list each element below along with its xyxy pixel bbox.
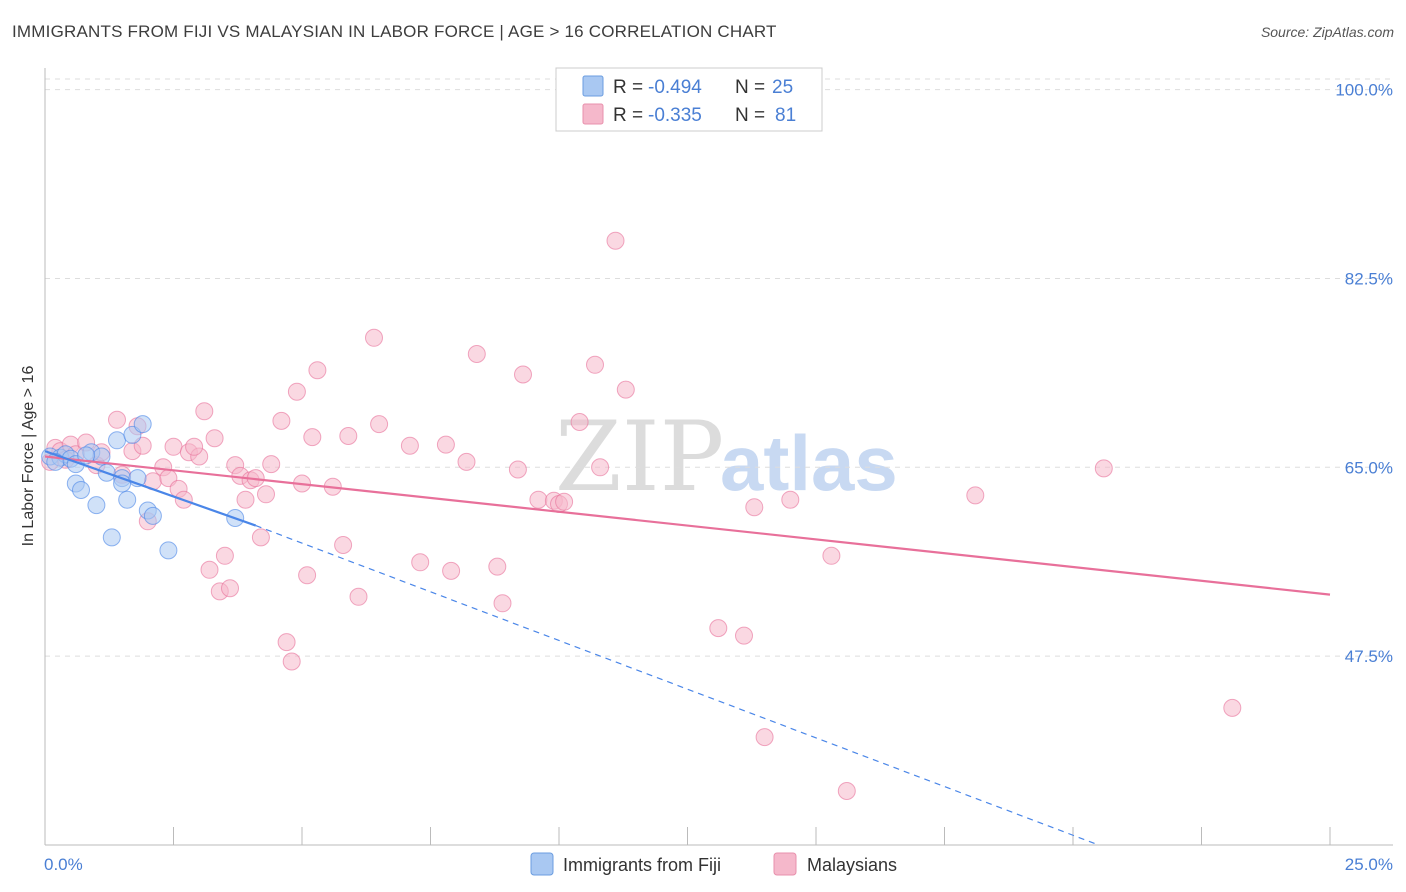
gridlines xyxy=(45,78,1393,657)
malaysians-point xyxy=(555,492,574,511)
malaysians-point xyxy=(411,553,430,572)
malaysians-point xyxy=(221,579,239,598)
malaysians-point xyxy=(529,490,548,509)
malaysians-point xyxy=(488,557,507,576)
fiji-point xyxy=(108,431,126,450)
legend-r-value-fiji: -0.494 xyxy=(648,77,702,98)
fiji-point xyxy=(118,490,137,509)
malaysians-point xyxy=(287,382,306,401)
y-tick-label: 100.0% xyxy=(1335,81,1393,100)
malaysians-point xyxy=(1223,698,1242,717)
legend-n-label-malaysians: N = xyxy=(735,105,765,126)
bottom-legend-swatch-malaysians xyxy=(773,852,797,876)
malaysians-point xyxy=(298,566,317,585)
stats-legend: R = -0.494 N = 25 R = -0.335 N = 81 xyxy=(555,67,823,132)
malaysians-point xyxy=(303,428,322,447)
y-axis-tick-labels: 47.5% 65.0% 82.5% 100.0% xyxy=(1335,81,1393,667)
malaysians-point xyxy=(277,633,296,652)
malaysians-point xyxy=(251,528,270,547)
malaysians-point xyxy=(436,435,455,454)
fiji-point xyxy=(143,506,162,525)
legend-n-value-malaysians: 81 xyxy=(775,105,796,126)
malaysians-point xyxy=(781,490,800,509)
malaysians-point xyxy=(442,561,461,580)
legend-r-label-fiji: R = xyxy=(613,77,643,98)
malaysians-point xyxy=(108,410,126,429)
malaysians-point xyxy=(591,458,610,477)
malaysians-point xyxy=(365,328,383,347)
series-malaysians-points xyxy=(41,231,1242,800)
malaysians-point xyxy=(837,782,856,800)
y-tick-label: 82.5% xyxy=(1345,269,1393,288)
malaysians-point xyxy=(508,460,527,479)
fiji-point xyxy=(133,415,152,434)
fiji-trend-line xyxy=(44,450,257,527)
malaysians-point xyxy=(262,455,281,474)
malaysians-point xyxy=(272,411,291,430)
malaysians-point xyxy=(616,380,635,399)
malaysians-point xyxy=(349,587,368,606)
malaysians-point xyxy=(308,361,327,380)
malaysians-point xyxy=(257,485,275,504)
malaysians-point xyxy=(205,429,224,448)
source-credit: Source: ZipAtlas.com xyxy=(1260,24,1394,40)
malaysians-point xyxy=(195,402,214,421)
trend-lines xyxy=(44,450,1331,846)
watermark: ZIP atlas xyxy=(555,401,898,513)
legend-swatch-fiji xyxy=(582,75,604,97)
malaysians-point xyxy=(493,594,512,613)
y-axis-label: In Labor Force | Age > 16 xyxy=(20,366,37,547)
fiji-point xyxy=(87,496,106,515)
legend-n-label-fiji: N = xyxy=(735,77,765,98)
malaysians-point xyxy=(514,365,532,384)
malaysians-point xyxy=(1094,459,1113,478)
fiji-trend-extension xyxy=(255,525,1099,846)
malaysians-point xyxy=(370,415,389,434)
malaysians-point xyxy=(822,546,841,565)
malaysians-point xyxy=(735,626,753,645)
malaysians-point xyxy=(586,355,604,374)
chart-title: IMMIGRANTS FROM FIJI VS MALAYSIAN IN LAB… xyxy=(12,22,777,41)
malaysians-point xyxy=(709,619,728,638)
legend-swatch-malaysians xyxy=(582,103,604,125)
malaysians-point xyxy=(570,413,589,431)
malaysians-point xyxy=(200,560,219,579)
malaysians-point xyxy=(745,498,764,517)
malaysians-point xyxy=(339,427,358,445)
malaysians-point xyxy=(185,437,204,456)
malaysians-point xyxy=(334,536,353,554)
x-tick-label-max: 25.0% xyxy=(1345,855,1393,874)
malaysians-point xyxy=(236,490,255,509)
malaysians-point xyxy=(164,437,183,456)
malaysians-point xyxy=(282,652,301,671)
fiji-point xyxy=(72,481,90,499)
bottom-legend-label-malaysians: Malaysians xyxy=(807,855,897,875)
legend-r-value-malaysians: -0.335 xyxy=(648,105,702,126)
y-tick-label: 47.5% xyxy=(1345,647,1393,666)
legend-r-label-malaysians: R = xyxy=(613,105,643,126)
fiji-point xyxy=(102,528,121,547)
bottom-legend-label-fiji: Immigrants from Fiji xyxy=(563,855,721,875)
fiji-point xyxy=(159,541,178,560)
malaysians-point xyxy=(755,728,774,747)
y-tick-label: 65.0% xyxy=(1345,458,1393,477)
malaysians-point xyxy=(606,231,625,250)
legend-n-value-fiji: 25 xyxy=(772,77,793,98)
malaysians-trend-line xyxy=(44,455,1331,596)
malaysians-point xyxy=(400,436,419,455)
x-axis-ticks xyxy=(173,827,1331,845)
bottom-legend-swatch-fiji xyxy=(530,852,554,876)
x-tick-label-min: 0.0% xyxy=(44,855,83,874)
malaysians-point xyxy=(215,546,234,565)
bottom-legend: Immigrants from Fiji Malaysians xyxy=(530,852,897,876)
watermark-atlas: atlas xyxy=(720,419,898,507)
malaysians-point xyxy=(966,486,985,505)
malaysians-point xyxy=(457,452,476,471)
malaysians-point xyxy=(467,345,486,363)
